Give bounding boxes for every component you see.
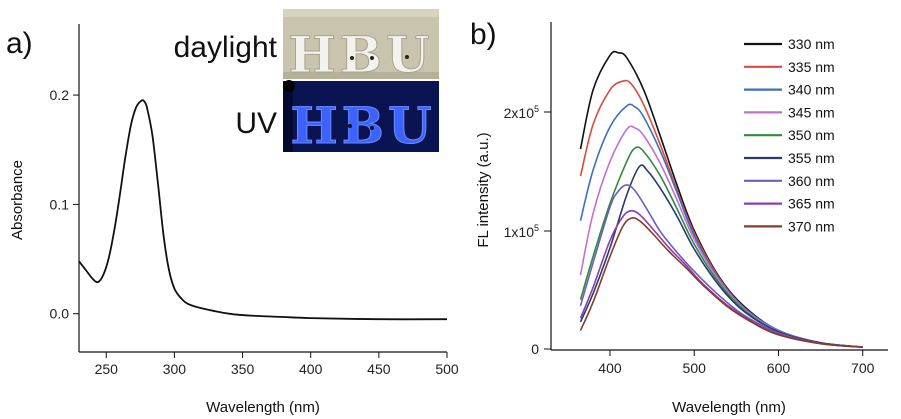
panel-b-y-axis-label: FL intensity (a.u.)	[475, 132, 492, 247]
panel-a-y-tick-label: 0.2	[50, 87, 70, 103]
panel-b-y-tick-label: 2x105	[504, 104, 539, 121]
legend-label: 345 nm	[788, 104, 835, 120]
panel-b-x-tick-label: 700	[851, 360, 875, 376]
panel-b-label: b)	[470, 18, 497, 51]
panel-a-x-axis-label: Wavelength (nm)	[206, 399, 320, 416]
panel-a-x-tick-label: 350	[231, 361, 255, 377]
panel-a-y-ticks: 0.0 0.1 0.2	[50, 87, 79, 322]
daylight-photo: HBU	[283, 9, 439, 85]
legend-label: 355 nm	[788, 150, 835, 166]
panel-b-series	[579, 50, 863, 349]
panel-b-x-tick-label: 500	[683, 360, 707, 376]
panel-b-y-ticks: 0 1x105 2x105	[504, 104, 551, 357]
panel-b-series-line	[579, 217, 863, 349]
panel-b-series-line	[579, 164, 863, 348]
photo-inset: daylight UV HBU HBU	[174, 9, 439, 156]
panel-b-y-tick-label: 1x105	[504, 223, 539, 240]
photo-daylight-label: daylight	[174, 31, 278, 64]
panel-b-x-ticks: 400 500 600 700	[598, 350, 875, 376]
uv-sign: HBU	[290, 96, 435, 155]
legend-label: 340 nm	[788, 82, 835, 98]
panel-a-series	[78, 99, 448, 321]
panel-b-series-line	[579, 79, 863, 348]
panel-a-x-tick-label: 300	[163, 361, 187, 377]
legend-label: 365 nm	[788, 196, 835, 212]
panel-a-x-tick-label: 450	[367, 361, 391, 377]
panel-b-x-tick-label: 400	[598, 360, 622, 376]
legend-label: 370 nm	[788, 218, 835, 234]
panel-b-axes	[550, 22, 888, 351]
panel-b-y-tick-label: 0	[531, 341, 539, 357]
legend-label: 335 nm	[788, 59, 835, 75]
panel-b-legend: 330 nm 335 nm 340 nm 345 nm 350 nm 355 nm 360 …	[744, 36, 835, 234]
legend-label: 330 nm	[788, 36, 835, 52]
panel-a-x-ticks: 250 300 350 400 450 500	[95, 352, 459, 377]
panel-a-chart: 250 300 350 400 450 500 0.0 0.1 0.2 Wavelength …	[9, 24, 459, 416]
panel-a-x-tick-label: 250	[95, 361, 119, 377]
panel-a-label: a)	[6, 27, 33, 60]
panel-a-x-tick-label: 500	[435, 361, 459, 377]
panel-b-x-axis-label: Wavelength (nm)	[672, 399, 786, 416]
panel-a-axes	[78, 24, 447, 353]
uv-photo: HBU	[283, 80, 439, 156]
legend-label: 350 nm	[788, 127, 835, 143]
panel-a-x-tick-label: 400	[299, 361, 323, 377]
panel-b-series-line	[579, 184, 863, 348]
daylight-sign: HBU	[288, 25, 433, 84]
panel-a-absorbance-line	[78, 99, 448, 321]
panel-a-y-axis-label: Absorbance	[9, 160, 26, 240]
panel-a-y-tick-label: 0.0	[50, 306, 70, 322]
panel-a-y-tick-label: 0.1	[50, 196, 70, 212]
panel-b-x-tick-label: 600	[767, 360, 791, 376]
legend-label: 360 nm	[788, 173, 835, 189]
photo-uv-label: UV	[235, 107, 277, 140]
